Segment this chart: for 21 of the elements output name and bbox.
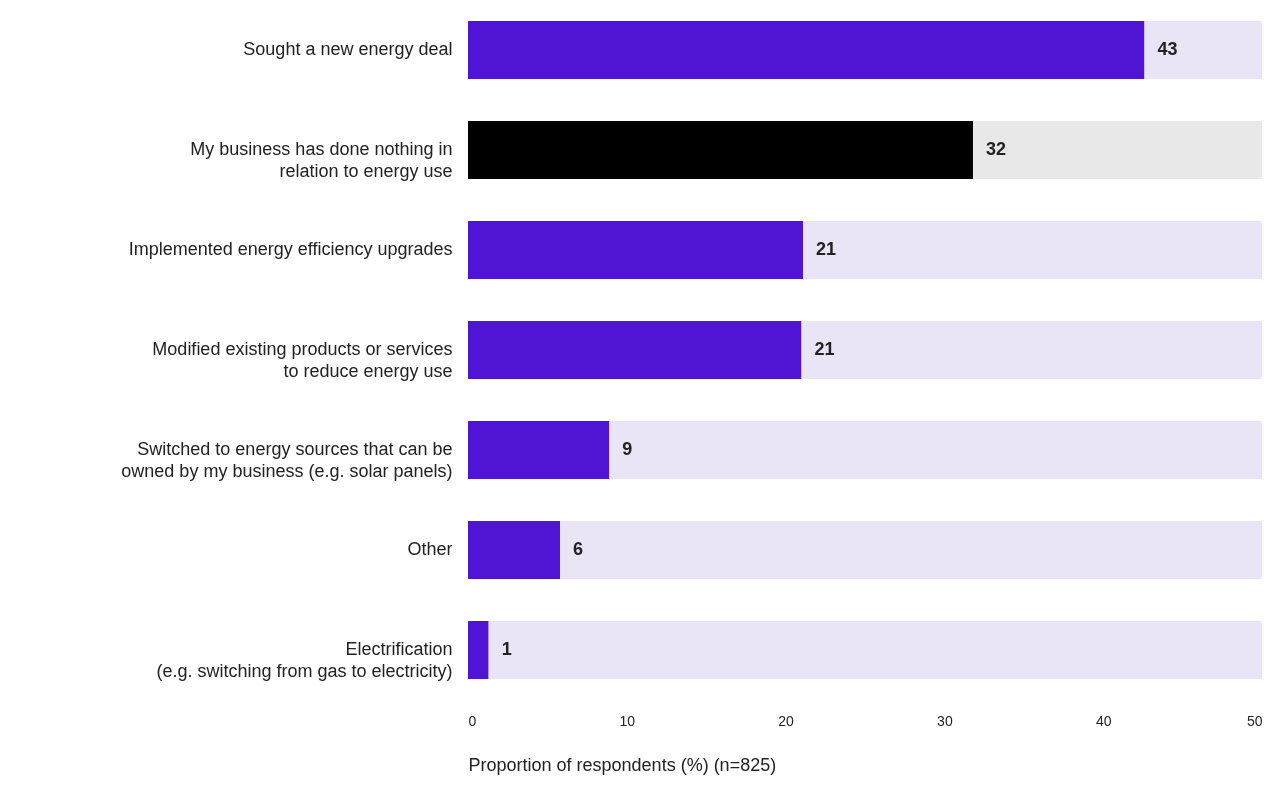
data-label: 32 [985, 139, 1007, 159]
x-tick-label: 30 [937, 712, 953, 729]
y-tick-label: Switched to energy sources that can be owned by my business (e.g. solar panels) [121, 439, 453, 481]
y-tick-label: Other [407, 539, 453, 559]
x-tick-label: 40 [1095, 712, 1112, 729]
data-label: 21 [814, 339, 835, 359]
x-tick-label: 0 [468, 712, 477, 729]
y-tick-label: Electrification (e.g. switching from gas to electricity) [156, 639, 453, 681]
data-label: 1 [501, 639, 512, 659]
x-tick-label: 50 [1246, 712, 1263, 729]
y-tick-label: Modified existing products or services to reduce energy use [152, 339, 453, 381]
x-axis-title: Proportion of respondents (%) (n=825) [468, 754, 777, 775]
data-label: 6 [573, 539, 584, 559]
x-tick-label: 10 [619, 712, 636, 729]
y-tick-label: Sought a new energy deal [243, 39, 453, 59]
y-tick-label: Implemented energy efficiency upgrades [128, 239, 453, 259]
y-tick-label: My business has done nothing in relation to energy use [190, 139, 453, 181]
x-tick-label: 20 [778, 712, 795, 729]
data-label: 21 [816, 239, 837, 259]
data-label: 9 [622, 439, 633, 459]
data-label: 43 [1157, 39, 1178, 59]
